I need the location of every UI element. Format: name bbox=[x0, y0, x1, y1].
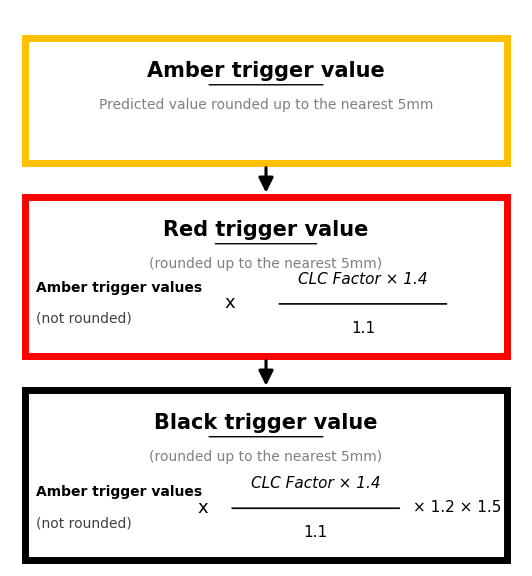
Text: CLC Factor × 1.4: CLC Factor × 1.4 bbox=[298, 272, 428, 287]
Text: × 1.2 × 1.5: × 1.2 × 1.5 bbox=[413, 500, 501, 515]
Text: Amber trigger value: Amber trigger value bbox=[147, 61, 385, 81]
Text: (rounded up to the nearest 5mm): (rounded up to the nearest 5mm) bbox=[149, 257, 383, 271]
Text: Amber trigger values: Amber trigger values bbox=[36, 485, 202, 499]
Text: Predicted value rounded up to the nearest 5mm: Predicted value rounded up to the neares… bbox=[99, 98, 433, 112]
Text: Black trigger value: Black trigger value bbox=[154, 413, 378, 433]
Text: (not rounded): (not rounded) bbox=[36, 516, 131, 530]
Text: Amber trigger values: Amber trigger values bbox=[36, 281, 202, 295]
FancyBboxPatch shape bbox=[25, 38, 507, 163]
Text: 1.1: 1.1 bbox=[304, 525, 328, 540]
FancyBboxPatch shape bbox=[25, 197, 507, 356]
Text: x: x bbox=[198, 499, 209, 517]
FancyBboxPatch shape bbox=[25, 390, 507, 560]
Text: x: x bbox=[224, 294, 235, 312]
Text: CLC Factor × 1.4: CLC Factor × 1.4 bbox=[251, 476, 380, 491]
Text: Red trigger value: Red trigger value bbox=[163, 220, 369, 240]
Text: 1.1: 1.1 bbox=[351, 321, 375, 336]
Text: (rounded up to the nearest 5mm): (rounded up to the nearest 5mm) bbox=[149, 450, 383, 464]
Text: (not rounded): (not rounded) bbox=[36, 312, 131, 326]
